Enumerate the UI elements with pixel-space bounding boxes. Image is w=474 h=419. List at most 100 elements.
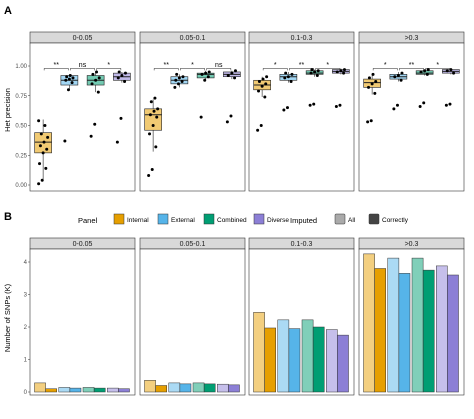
data-point (230, 71, 234, 75)
bar-correctly-external (69, 387, 82, 393)
data-point (37, 119, 41, 123)
data-point (425, 72, 429, 76)
data-point (366, 120, 370, 124)
data-point (66, 88, 70, 92)
significance-label: ** (54, 62, 60, 69)
data-point (65, 75, 69, 79)
significance-label: * (384, 62, 387, 69)
data-point (64, 78, 68, 82)
legend: Panel Imputed Internal External Combined Di… (78, 213, 409, 225)
data-point (395, 103, 399, 107)
data-point (445, 69, 449, 73)
legend-swatch-internal (113, 213, 125, 225)
data-point (309, 71, 313, 75)
panel-b-strip-label: 0-0.05 (73, 241, 93, 248)
legend-imputed-title: Imputed (290, 216, 317, 225)
data-point (335, 70, 339, 74)
data-point (120, 74, 124, 78)
significance-bracket (399, 68, 424, 71)
data-point (392, 107, 396, 111)
data-point (419, 70, 423, 74)
data-point (119, 116, 123, 120)
significance-label: ns (79, 62, 87, 69)
data-point (369, 119, 373, 123)
panel-a-ylabel: Het precision (3, 88, 12, 132)
significance-label: * (436, 62, 439, 69)
panel-a-letter: A (4, 5, 12, 17)
data-point (46, 135, 50, 139)
significance-bracket (425, 68, 451, 71)
panel-b-strip-label: 0.1-0.3 (291, 241, 313, 248)
data-point (282, 108, 286, 112)
data-point (342, 71, 346, 75)
panel-a-ytick-label: 0.00 (15, 183, 27, 189)
data-point (233, 69, 237, 73)
panel-b-ylabel: Number of SNPs (K) (3, 283, 12, 352)
significance-label: ns (215, 62, 223, 69)
significance-bracket (206, 68, 232, 71)
significance-label: * (326, 62, 329, 69)
legend-swatch-combined (203, 213, 215, 225)
legend-panel-title: Panel (78, 216, 98, 225)
bar-all-internal (363, 253, 375, 393)
bar-correctly-combined (203, 383, 216, 393)
data-point (123, 71, 127, 75)
data-point (173, 85, 177, 89)
bar-correctly-diverse (228, 384, 240, 393)
panel-a-plot-area (358, 42, 465, 192)
data-point (71, 76, 75, 80)
data-point (308, 103, 312, 107)
bar-correctly-diverse (118, 388, 130, 393)
data-point (156, 107, 160, 111)
data-point (148, 113, 152, 117)
bar-correctly-internal (264, 327, 276, 393)
data-point (338, 103, 342, 107)
data-point (68, 74, 72, 78)
data-point (199, 115, 203, 119)
data-point (313, 70, 317, 74)
data-point (38, 144, 42, 148)
data-point (70, 81, 74, 85)
data-point (181, 75, 185, 79)
data-point (44, 166, 48, 170)
bar-all-combined (411, 257, 424, 393)
bar-all-internal (144, 380, 156, 393)
panel-a-ytick-label: 1.00 (15, 64, 27, 70)
data-point (229, 114, 233, 118)
legend-swatch-correctly (368, 213, 380, 225)
bar-correctly-external (179, 383, 192, 393)
data-point (123, 79, 127, 83)
panel-a-plot-area (248, 42, 355, 192)
significance-bracket (262, 68, 288, 71)
data-point (180, 79, 184, 83)
data-point (452, 71, 456, 75)
bar-all-internal (253, 312, 265, 393)
data-point (367, 85, 371, 89)
significance-bracket (289, 68, 314, 71)
data-point (147, 173, 151, 177)
panel-b-plot-area (29, 248, 136, 396)
data-point (312, 102, 316, 106)
data-point (257, 89, 261, 93)
data-point (315, 74, 319, 78)
data-point (334, 104, 338, 108)
data-point (226, 74, 230, 78)
significance-label: * (274, 62, 277, 69)
data-point (261, 77, 265, 81)
data-point (422, 101, 426, 105)
data-point (342, 68, 346, 72)
significance-bracket (70, 68, 95, 71)
data-point (89, 134, 93, 138)
bar-all-internal (34, 382, 46, 393)
panel-b-ytick-label: 0 (24, 390, 28, 396)
data-point (94, 78, 98, 82)
bar-correctly-internal (374, 268, 386, 393)
bar-correctly-external (398, 273, 411, 393)
data-point (225, 120, 229, 124)
significance-bracket (372, 68, 398, 71)
bar-all-combined (82, 387, 95, 393)
data-point (426, 68, 430, 72)
panel-a-ytick-label: 0.50 (15, 124, 27, 130)
data-point (263, 95, 267, 99)
